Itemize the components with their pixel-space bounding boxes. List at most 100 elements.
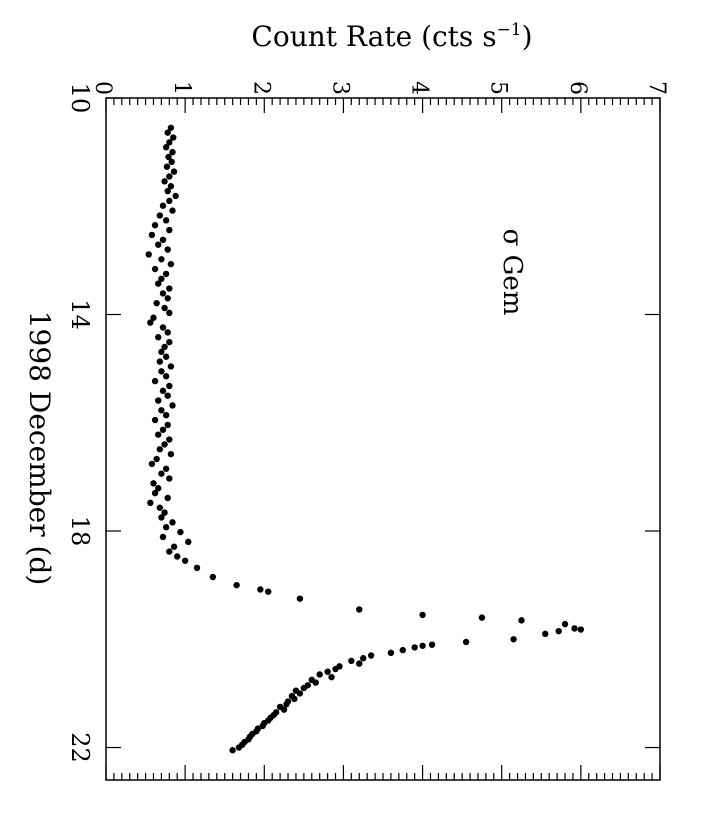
x-axis-title: 1998 December (d): [23, 311, 56, 586]
data-point: [324, 668, 331, 675]
plot-border: [105, 97, 661, 781]
count-rate-axis-ticks: 0 1 2 3 4 5 6 7: [90, 81, 669, 780]
data-point: [150, 480, 157, 487]
data-point: [166, 309, 173, 317]
data-point: [155, 397, 162, 404]
data-point: [555, 627, 562, 635]
data-point: [161, 441, 168, 448]
data-point: [165, 153, 172, 161]
data-point: [159, 426, 167, 433]
data-point: [166, 197, 173, 205]
data-point: [161, 509, 168, 516]
data-point: [155, 485, 162, 492]
data-point: [158, 514, 165, 521]
data-point: [158, 407, 165, 414]
data-point: [162, 270, 170, 278]
data-point: [155, 334, 162, 341]
data-point: [181, 557, 189, 564]
data-point: [571, 625, 578, 632]
annotation-label: σ Gem: [497, 229, 527, 316]
data-point: [399, 646, 406, 654]
data-point: [162, 524, 170, 531]
data-point: [193, 564, 201, 572]
data-point: [166, 475, 173, 482]
data-point: [158, 470, 165, 477]
y-tick-label: 0: [90, 81, 115, 95]
data-point: [233, 581, 240, 589]
data-point: [158, 256, 165, 263]
data-point: [167, 260, 175, 268]
y-tick-label: 6: [565, 81, 590, 95]
data-point: [300, 684, 308, 692]
data-point: [164, 494, 171, 502]
data-point: [518, 617, 525, 624]
data-point: [162, 217, 170, 224]
data-point: [162, 465, 170, 472]
data-point: [161, 304, 168, 312]
data-point: [148, 460, 156, 468]
data-point: [328, 673, 335, 681]
data-point: [169, 207, 176, 214]
data-point: [259, 722, 266, 730]
data-point: [235, 744, 243, 751]
data-point: [419, 642, 426, 649]
data-point: [164, 392, 171, 399]
data-point: [156, 446, 164, 453]
data-point: [387, 649, 395, 657]
data-point: [185, 538, 192, 546]
data-point: [166, 436, 173, 443]
data-point: [156, 358, 164, 365]
data-point: [155, 280, 162, 287]
data-point: [153, 299, 160, 307]
data-point: [462, 638, 470, 646]
data-point: [159, 533, 167, 541]
data-point: [166, 139, 173, 146]
data-point: [356, 660, 363, 667]
y-tick-label: 4: [407, 81, 432, 95]
data-point: [151, 377, 159, 385]
data-point: [155, 241, 162, 248]
data-points: [145, 124, 585, 754]
data-point: [170, 134, 177, 141]
data-point: [169, 519, 176, 526]
data-point: [158, 348, 165, 356]
data-point: [163, 163, 171, 170]
data-point: [348, 657, 355, 665]
data-point: [360, 655, 367, 662]
y-tick-label: 3: [327, 81, 352, 95]
y-tick-label: 5: [486, 81, 511, 95]
data-point: [166, 548, 173, 555]
data-point: [510, 636, 517, 643]
data-point: [162, 411, 170, 419]
data-point: [168, 158, 175, 166]
data-point: [167, 363, 175, 370]
x-tick-label: 14: [66, 299, 94, 330]
data-point: [147, 499, 154, 507]
data-point: [280, 706, 288, 713]
data-point: [174, 553, 181, 560]
data-point: [164, 187, 171, 195]
x-tick-label: 18: [66, 516, 94, 547]
data-point: [166, 382, 173, 390]
data-point: [316, 671, 323, 678]
data-point: [166, 173, 173, 180]
data-point: [153, 455, 160, 463]
data-point: [151, 265, 159, 273]
data-point: [162, 353, 170, 360]
data-point: [170, 543, 178, 550]
data-point: [151, 489, 159, 497]
data-point: [332, 665, 339, 673]
data-point: [257, 586, 264, 593]
data-point: [169, 402, 176, 409]
data-point: [478, 614, 486, 621]
data-point: [561, 620, 569, 628]
data-point: [159, 236, 167, 244]
x-tick-label: 10: [66, 83, 94, 114]
data-point: [356, 606, 363, 613]
data-point: [145, 251, 152, 258]
data-point: [151, 221, 159, 229]
data-point: [164, 246, 171, 253]
data-point: [428, 641, 436, 648]
y-tick-label: 2: [248, 81, 273, 95]
